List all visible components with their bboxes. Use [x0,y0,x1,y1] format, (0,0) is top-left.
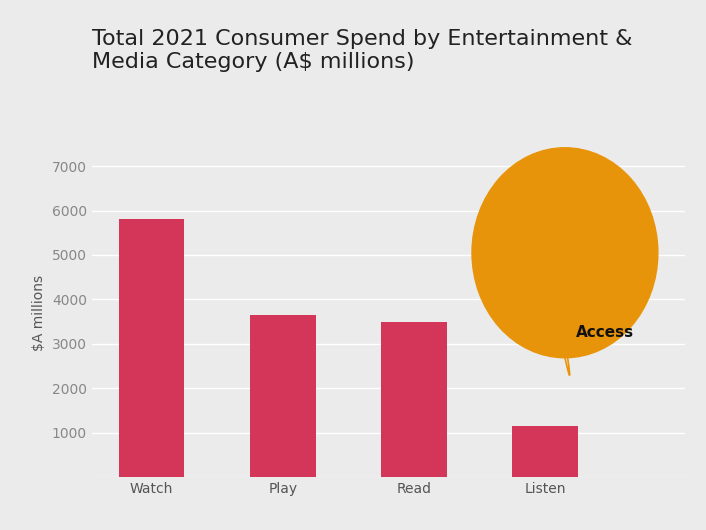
Ellipse shape [472,148,658,358]
Text: Access: Access [575,325,633,340]
Text: Total 2021 Consumer Spend by Entertainment &
Media Category (A$ millions): Total 2021 Consumer Spend by Entertainme… [92,29,632,73]
Bar [513,426,578,477]
Bar [250,315,316,477]
Bar [381,322,447,477]
Y-axis label: $A millions: $A millions [32,275,46,351]
Bar [119,219,184,477]
